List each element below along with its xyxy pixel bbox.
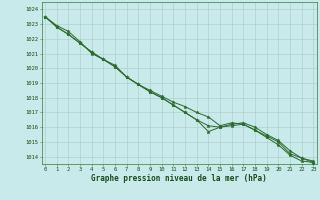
X-axis label: Graphe pression niveau de la mer (hPa): Graphe pression niveau de la mer (hPa): [91, 174, 267, 183]
